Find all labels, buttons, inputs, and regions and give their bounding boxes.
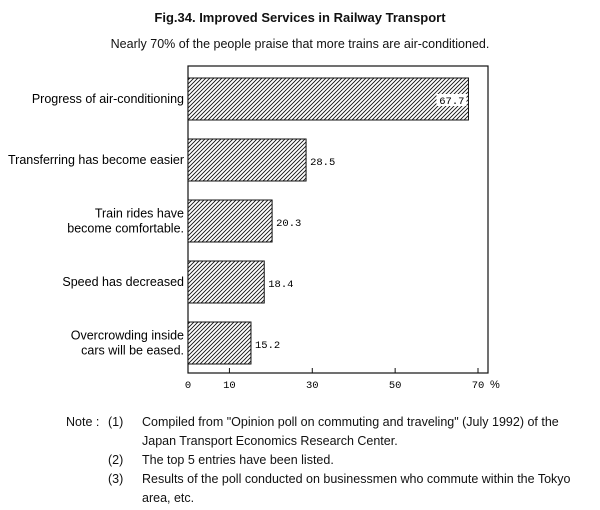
bar-value-label: 15.2 xyxy=(255,340,280,352)
note-row-2: (2) The top 5 entries have been listed. xyxy=(66,451,586,470)
bar-chart: 67.7 Progress of air-conditioning 28.5 Tran… xyxy=(8,65,500,392)
category-label: become comfortable. xyxy=(67,222,184,236)
bar-value-label: 28.5 xyxy=(310,157,335,169)
bar-value-label: 67.7 xyxy=(439,96,464,108)
bar xyxy=(187,321,252,365)
category-label: Overcrowding inside xyxy=(71,329,184,343)
category-label: Train rides have xyxy=(95,207,184,221)
x-tick-label: 50 xyxy=(389,380,402,392)
note-number: (2) xyxy=(108,453,124,467)
note-row-1: Note : (1) Compiled from "Opinion poll o… xyxy=(66,413,586,451)
note-row-3: (3) Results of the poll conducted on bus… xyxy=(66,470,586,508)
bar-value-bg xyxy=(436,94,467,106)
note-text: Compiled from "Opinion poll on commuting… xyxy=(142,415,559,448)
x-tick-label: 30 xyxy=(306,380,319,392)
category-label: cars will be eased. xyxy=(81,344,184,358)
note-label: Note : xyxy=(66,415,100,429)
chart-subtitle: Nearly 70% of the people praise that mor… xyxy=(110,37,490,51)
category-label: Speed has decreased xyxy=(62,275,184,289)
x-tick-label: 0 xyxy=(185,380,191,392)
x-tick-label: 70 xyxy=(472,380,485,392)
x-tick-label: 10 xyxy=(223,380,236,392)
notes: Note : (1) Compiled from "Opinion poll o… xyxy=(66,413,586,508)
note-text: Results of the poll conducted on busines… xyxy=(142,472,571,505)
bar-value-label: 18.4 xyxy=(268,279,293,291)
bar xyxy=(187,260,265,304)
category-label: Progress of air-conditioning xyxy=(32,92,184,106)
category-label: Transferring has become easier xyxy=(8,153,184,167)
bar-value-label: 20.3 xyxy=(276,218,301,230)
bar xyxy=(187,199,273,243)
bar xyxy=(187,138,307,182)
note-number: (3) xyxy=(108,472,124,486)
note-number: (1) xyxy=(108,415,124,429)
note-text: The top 5 entries have been listed. xyxy=(142,453,334,467)
x-axis-unit: % xyxy=(490,379,500,391)
chart-title: Fig.34. Improved Services in Railway Tra… xyxy=(154,10,446,25)
bar xyxy=(187,77,469,121)
